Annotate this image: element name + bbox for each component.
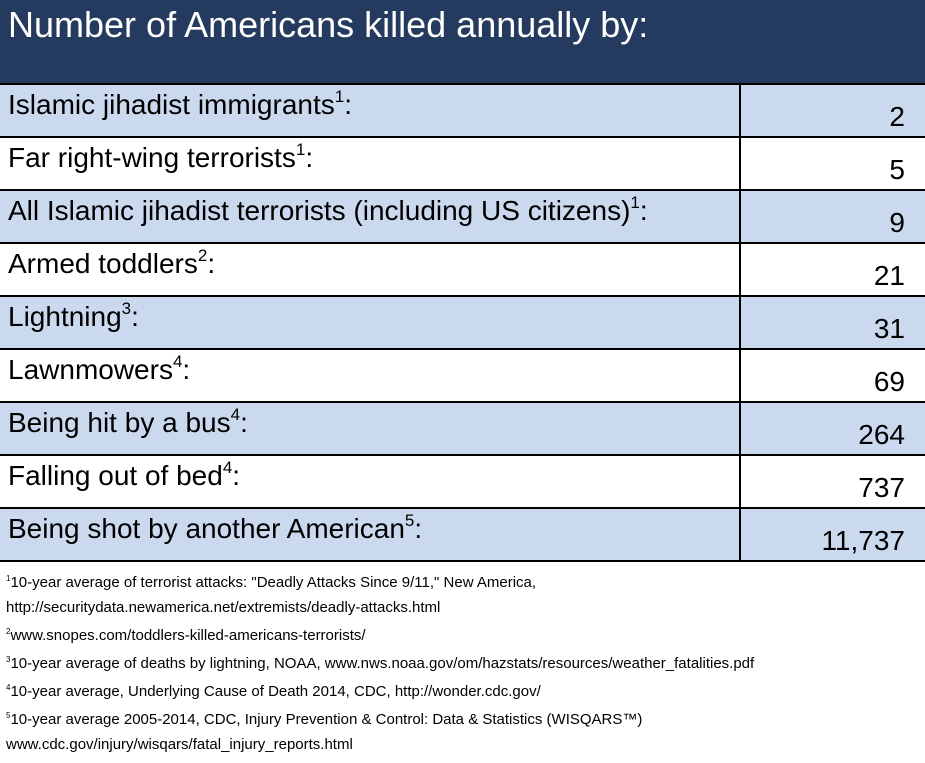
footnote-ref: 4: [230, 405, 241, 424]
row-label-cell: Falling out of bed4:: [0, 456, 741, 507]
row-value: 264: [858, 419, 905, 450]
row-label-end: :: [207, 248, 216, 279]
row-label: Lawnmowers: [8, 354, 173, 385]
footnote-text: http://securitydata.newamerica.net/extre…: [6, 599, 441, 616]
footnote-text: www.snopes.com/toddlers-killed-americans…: [10, 627, 366, 644]
row-label: Being hit by a bus: [8, 407, 231, 438]
value-cell: 9: [741, 191, 925, 242]
footnote-text: 10-year average of deaths by lightning, …: [10, 655, 755, 672]
row-label-cell: Lawnmowers4:: [0, 350, 741, 401]
row-value: 11,737: [821, 525, 905, 556]
footnote-mark: 4: [6, 683, 11, 692]
footnote-line: www.cdc.gov/injury/wisqars/fatal_injury_…: [6, 732, 921, 757]
row-label-end: :: [131, 301, 139, 332]
table-row: Lightning3: 31: [0, 297, 925, 350]
table-row: Islamic jihadist immigrants1: 2: [0, 85, 925, 138]
footnote-ref: 3: [121, 299, 132, 318]
row-label: Lightning: [8, 301, 122, 332]
value-cell: 5: [741, 138, 925, 189]
footnote-line: http://securitydata.newamerica.net/extre…: [6, 595, 921, 620]
row-label: Being shot by another American: [8, 513, 405, 544]
row-label: Armed toddlers: [8, 248, 198, 279]
row-value: 21: [873, 260, 905, 291]
footnote-line: 2www.snopes.com/toddlers-killed-american…: [6, 623, 921, 648]
table-row: Armed toddlers2: 21: [0, 244, 925, 297]
row-label-end: :: [182, 354, 191, 385]
footnote-mark: 5: [6, 711, 11, 720]
table-row: Being hit by a bus4: 264: [0, 403, 925, 456]
row-value: 69: [873, 366, 905, 397]
footnote-ref: 4: [172, 352, 183, 371]
table: Islamic jihadist immigrants1: 2 Far right-…: [0, 83, 925, 562]
footnote: 110-year average of terrorist attacks: "…: [6, 570, 921, 620]
row-label: Islamic jihadist immigrants: [8, 89, 335, 120]
footnotes: 110-year average of terrorist attacks: "…: [6, 570, 921, 760]
row-label-end: :: [305, 142, 314, 173]
footnote-text: 10-year average, Underlying Cause of Dea…: [10, 683, 541, 700]
row-value: 31: [873, 313, 905, 344]
row-label-end: :: [344, 89, 352, 120]
row-label-cell: Being shot by another American5:: [0, 509, 741, 560]
row-label: Falling out of bed: [8, 460, 223, 491]
footnote-ref: 2: [197, 246, 208, 265]
row-label-cell: Being hit by a bus4:: [0, 403, 741, 454]
footnote-ref: 1: [630, 193, 640, 212]
row-label-end: :: [232, 460, 241, 491]
title: Number of Americans killed annually by:: [0, 0, 925, 83]
row-label-cell: Far right-wing terrorists1:: [0, 138, 741, 189]
row-label-cell: Armed toddlers2:: [0, 244, 741, 295]
footnote-ref: 1: [334, 87, 345, 106]
footnote-line: 510-year average 2005-2014, CDC, Injury …: [6, 707, 921, 732]
value-cell: 69: [741, 350, 925, 401]
value-cell: 264: [741, 403, 925, 454]
footnote-ref: 1: [295, 140, 306, 159]
row-value: 9: [889, 207, 905, 238]
table-row: Lawnmowers4: 69: [0, 350, 925, 403]
table-row: All Islamic jihadist terrorists (includi…: [0, 191, 925, 244]
row-label: Far right-wing terrorists: [8, 142, 296, 173]
footnote-line: 410-year average, Underlying Cause of De…: [6, 679, 921, 704]
row-label-end: :: [639, 195, 648, 226]
footnote-mark: 2: [6, 627, 11, 636]
row-value: 737: [858, 472, 905, 503]
row-label-cell: Islamic jihadist immigrants1:: [0, 85, 741, 136]
value-cell: 31: [741, 297, 925, 348]
row-value: 5: [889, 154, 905, 185]
footnote: 2www.snopes.com/toddlers-killed-american…: [6, 623, 921, 648]
footnote-line: 110-year average of terrorist attacks: "…: [6, 570, 921, 595]
footnote-mark: 3: [6, 655, 11, 664]
footnote-ref: 5: [404, 511, 415, 530]
footnote-line: 310-year average of deaths by lightning,…: [6, 651, 921, 676]
table-row: Far right-wing terrorists1: 5: [0, 138, 925, 191]
table-row: Being shot by another American5: 11,737: [0, 509, 925, 562]
row-label: All Islamic jihadist terrorists (includi…: [8, 195, 631, 226]
value-cell: 737: [741, 456, 925, 507]
footnote-text: www.cdc.gov/injury/wisqars/fatal_injury_…: [6, 736, 353, 753]
footnote: 410-year average, Underlying Cause of De…: [6, 679, 921, 704]
value-cell: 21: [741, 244, 925, 295]
table-row: Falling out of bed4: 737: [0, 456, 925, 509]
row-label-cell: Lightning3:: [0, 297, 741, 348]
row-label-cell: All Islamic jihadist terrorists (includi…: [0, 191, 741, 242]
footnote-text: 10-year average 2005-2014, CDC, Injury P…: [10, 711, 643, 728]
footnote-mark: 1: [6, 574, 11, 583]
row-value: 2: [889, 101, 905, 132]
row-label-end: :: [240, 407, 248, 438]
row-label-end: :: [414, 513, 423, 544]
footnote: 310-year average of deaths by lightning,…: [6, 651, 921, 676]
value-cell: 11,737: [741, 509, 925, 560]
value-cell: 2: [741, 85, 925, 136]
footnote: 510-year average 2005-2014, CDC, Injury …: [6, 707, 921, 757]
footnote-ref: 4: [222, 458, 233, 477]
footnote-text: 10-year average of terrorist attacks: "D…: [10, 574, 537, 591]
